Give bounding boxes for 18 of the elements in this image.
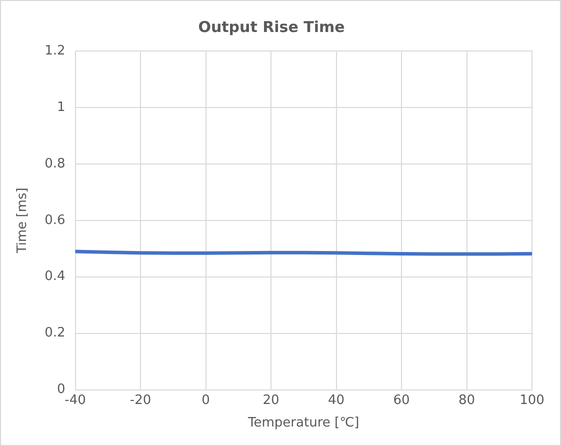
x-tick-label: -40: [64, 392, 86, 408]
x-tick-label: 20: [262, 392, 280, 408]
chart-title: Output Rise Time: [198, 18, 345, 36]
y-tick-label: 0: [56, 382, 66, 398]
x-tick-label: 40: [328, 392, 345, 408]
x-tick-label: 80: [458, 392, 476, 408]
x-tick-label: 0: [202, 392, 210, 408]
y-tick-label: 1: [56, 100, 66, 115]
x-tick-label: -20: [130, 392, 152, 408]
y-tick-label: 0.6: [44, 212, 66, 228]
y-tick-label: 0.2: [44, 326, 66, 341]
x-tick-label: 60: [393, 392, 410, 408]
y-tick-label: 0.4: [44, 269, 66, 284]
x-tick-label: 100: [520, 392, 544, 408]
y-axis-title: Time [ms]: [15, 188, 30, 254]
y-tick-label: 1.2: [44, 43, 66, 58]
y-tick-label: 0.8: [44, 156, 66, 172]
x-axis-title: Temperature [℃]: [247, 416, 360, 431]
